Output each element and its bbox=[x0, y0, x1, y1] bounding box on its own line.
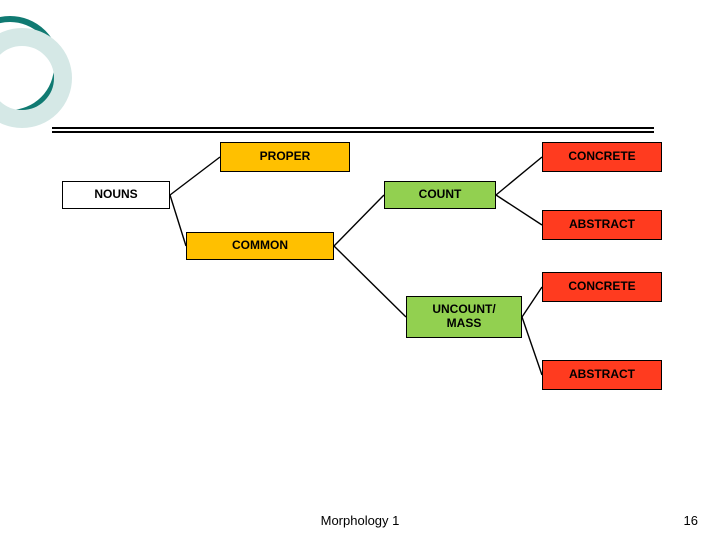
edge-uncount-concrete2 bbox=[522, 287, 542, 317]
footer-page-number: 16 bbox=[684, 513, 698, 528]
footer-center: Morphology 1 bbox=[0, 513, 720, 528]
node-concrete2: CONCRETE bbox=[542, 272, 662, 302]
node-concrete1: CONCRETE bbox=[542, 142, 662, 172]
edge-common-uncount bbox=[334, 246, 406, 317]
node-uncount: UNCOUNT/ MASS bbox=[406, 296, 522, 338]
edge-count-concrete1 bbox=[496, 157, 542, 195]
edge-nouns-proper bbox=[170, 157, 220, 195]
node-nouns: NOUNS bbox=[62, 181, 170, 209]
header-rule-1 bbox=[52, 127, 654, 129]
edges-svg bbox=[0, 0, 720, 540]
corner-ring-inner bbox=[0, 28, 72, 128]
node-common: COMMON bbox=[186, 232, 334, 260]
edge-uncount-abstract2 bbox=[522, 317, 542, 375]
node-proper: PROPER bbox=[220, 142, 350, 172]
node-count: COUNT bbox=[384, 181, 496, 209]
edge-nouns-common bbox=[170, 195, 186, 246]
node-abstract1: ABSTRACT bbox=[542, 210, 662, 240]
edge-common-count bbox=[334, 195, 384, 246]
node-abstract2: ABSTRACT bbox=[542, 360, 662, 390]
diagram-stage: Morphology 1 16 NOUNS PROPER COMMON COUNT UN… bbox=[0, 0, 720, 540]
header-rule-2 bbox=[52, 131, 654, 133]
edge-count-abstract1 bbox=[496, 195, 542, 225]
